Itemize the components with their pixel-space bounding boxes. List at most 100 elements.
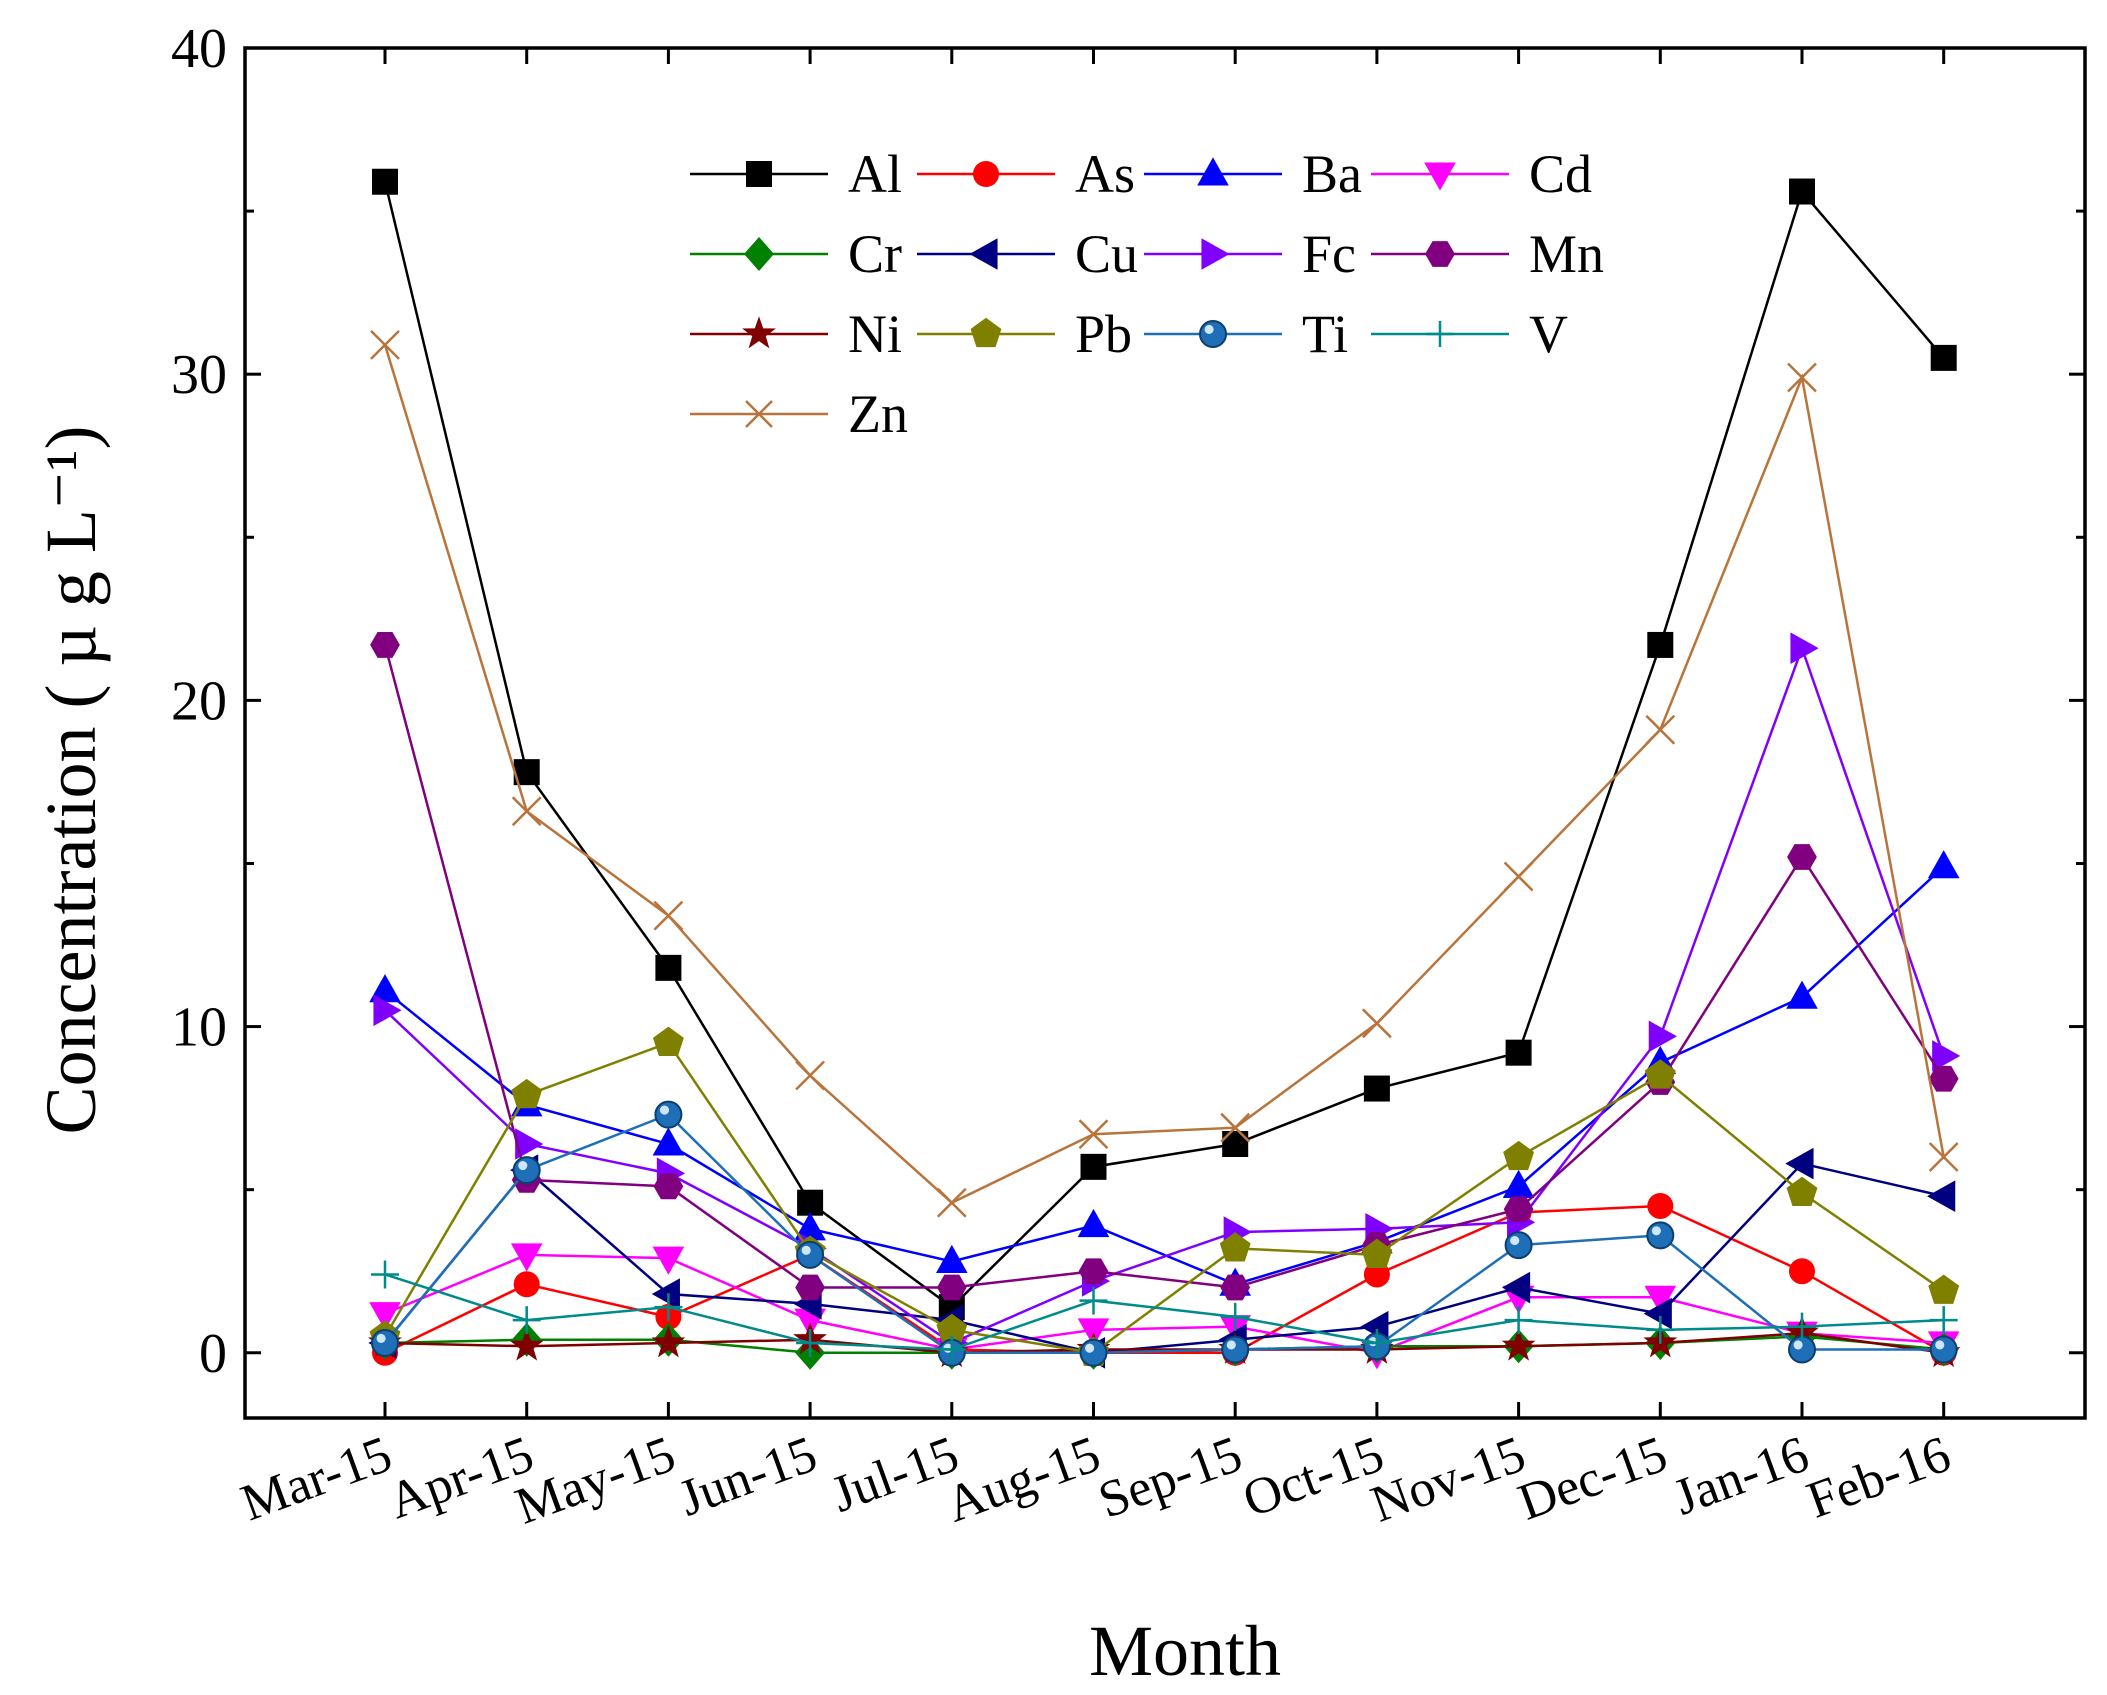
series-line-fc	[384, 644, 1945, 1345]
legend-label-v: V	[1529, 304, 1568, 364]
data-point-ti	[1079, 1338, 1108, 1367]
data-point-ti-highlight	[1085, 1343, 1095, 1353]
legend-marker-ti	[1199, 320, 1227, 348]
data-point-mn	[1503, 1196, 1534, 1223]
legend-marker-fc	[1201, 238, 1230, 270]
data-point-zn	[1503, 861, 1534, 892]
legend-marker-mn	[1425, 241, 1455, 267]
y-tick-label: 20	[171, 670, 227, 732]
data-point-ti	[1504, 1231, 1533, 1260]
data-point-ti-highlight	[1226, 1340, 1236, 1350]
legend-item-zn: Zn	[690, 384, 908, 444]
x-tick-label: Mar-15	[234, 1426, 399, 1533]
data-point-mn	[1220, 1274, 1251, 1301]
y-tick-label: 30	[171, 344, 227, 406]
data-point-fc	[373, 994, 402, 1027]
data-point-ti	[512, 1156, 541, 1185]
data-point-al	[1363, 1075, 1390, 1102]
data-point-ba	[1502, 1169, 1535, 1198]
data-point-mn	[653, 1173, 684, 1200]
series-line-zn	[383, 344, 1945, 1205]
data-point-as	[1789, 1258, 1815, 1285]
data-point-zn	[1078, 1119, 1109, 1150]
legend-item-ba: Ba	[1144, 144, 1362, 204]
legend-label-zn: Zn	[848, 384, 908, 444]
x-tick-label: Oct-15	[1236, 1426, 1391, 1529]
x-tick-label: Feb-16	[1800, 1426, 1958, 1530]
plot-frame	[243, 46, 2087, 1420]
legend-marker-zn	[745, 400, 773, 428]
series-zn	[370, 329, 1959, 1218]
legend: Al As Ba Cd Cr Cu Fc Mn Ni Pb Ti V Zn	[690, 144, 1604, 444]
y-tick-label: 40	[171, 18, 227, 80]
legend-label-ni: Ni	[848, 304, 902, 364]
legend-marker-ba	[1197, 157, 1229, 186]
data-point-ti-highlight	[801, 1245, 811, 1255]
data-point-mn	[1787, 844, 1817, 870]
data-point-al	[1505, 1039, 1532, 1066]
legend-label-cd: Cd	[1529, 144, 1592, 204]
data-point-ti-highlight	[1510, 1236, 1520, 1246]
legend-item-al: Al	[690, 144, 902, 204]
data-point-v	[512, 1306, 541, 1335]
data-point-ti	[654, 1100, 683, 1129]
data-point-zn	[1362, 1008, 1392, 1039]
x-tick-label: Jun-15	[672, 1426, 825, 1528]
y-tick-label: 0	[199, 1323, 227, 1385]
x-tick-label: Sep-15	[1091, 1426, 1249, 1530]
data-point-ba	[1786, 980, 1818, 1009]
data-point-zn	[370, 329, 400, 360]
legend-item-cd: Cd	[1371, 144, 1592, 204]
data-point-mn	[936, 1274, 967, 1301]
legend-marker-as	[973, 161, 999, 187]
y-axis: 0 10 20 30 40	[171, 18, 2085, 1385]
legend-marker-pb	[970, 317, 1002, 348]
series-line-ni	[384, 1331, 1944, 1355]
data-point-pb	[1219, 1232, 1251, 1262]
data-point-al	[655, 954, 682, 981]
data-point-cd	[652, 1246, 685, 1275]
legend-label-cu: Cu	[1075, 224, 1138, 284]
data-point-zn	[1928, 1142, 1959, 1172]
data-point-zn	[511, 796, 542, 827]
x-tick-label: Jul-15	[824, 1426, 966, 1524]
data-point-zn	[1645, 714, 1676, 745]
data-point-v	[937, 1335, 966, 1364]
data-point-v	[1504, 1306, 1533, 1335]
data-point-cu	[1643, 1297, 1672, 1330]
series-pb	[369, 1026, 1960, 1366]
data-point-v	[654, 1293, 683, 1322]
x-tick-label: Aug-15	[939, 1426, 1108, 1534]
data-point-ti-highlight	[1793, 1340, 1803, 1350]
data-point-pb	[1928, 1274, 1960, 1304]
data-point-v	[1362, 1328, 1391, 1357]
data-point-al	[1930, 344, 1957, 371]
series-line-ba	[384, 865, 1945, 1286]
series-line-ti	[384, 1113, 1944, 1355]
legend-marker-cd	[1424, 162, 1456, 191]
series-mn	[370, 632, 1959, 1301]
legend-item-ti: Ti	[1144, 304, 1348, 364]
legend-marker-cr	[744, 236, 774, 272]
series-line-al	[383, 181, 1945, 1309]
data-point-mn	[1078, 1258, 1109, 1285]
data-point-ti-highlight	[518, 1160, 528, 1171]
data-point-cu	[651, 1278, 680, 1310]
data-point-zn	[1787, 362, 1817, 393]
legend-label-mn: Mn	[1529, 224, 1604, 284]
data-point-zn	[653, 900, 684, 931]
series-al	[372, 168, 1957, 1321]
data-point-as	[513, 1271, 540, 1298]
legend-item-mn: Mn	[1371, 224, 1604, 284]
legend-item-fc: Fc	[1144, 224, 1356, 284]
legend-label-cr: Cr	[848, 224, 902, 284]
legend-label-as: As	[1075, 144, 1135, 204]
legend-label-ti: Ti	[1302, 304, 1348, 364]
legend-marker-cu	[969, 238, 998, 270]
data-point-ni	[651, 1325, 686, 1358]
data-point-ba	[1077, 1208, 1110, 1238]
data-point-al	[797, 1189, 824, 1216]
data-point-cd	[369, 1302, 401, 1331]
data-point-ti	[796, 1240, 825, 1269]
